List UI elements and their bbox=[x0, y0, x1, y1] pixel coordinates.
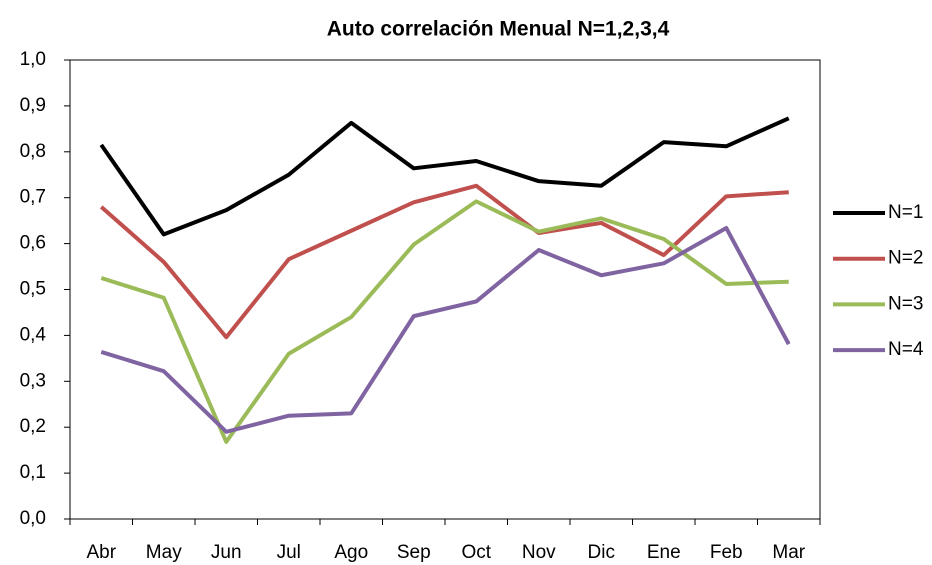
x-tick-label: May bbox=[146, 542, 182, 563]
legend-label: N=4 bbox=[888, 339, 924, 360]
series-line bbox=[100, 199, 789, 444]
y-tick-label: 0,4 bbox=[20, 324, 47, 345]
y-tick-label: 1,0 bbox=[20, 49, 46, 70]
x-tick-label: Ene bbox=[647, 542, 681, 563]
y-tick-label: 0,3 bbox=[20, 370, 46, 391]
x-tick-label: Dic bbox=[588, 542, 615, 563]
plot-area bbox=[69, 59, 821, 520]
x-tick-label: Jul bbox=[277, 542, 301, 563]
y-tick-label: 0,2 bbox=[20, 416, 46, 437]
legend-label: N=1 bbox=[888, 202, 923, 223]
legend-label: N=3 bbox=[888, 293, 923, 314]
y-tick-label: 0,0 bbox=[20, 508, 46, 529]
y-tick-label: 0,7 bbox=[20, 187, 46, 208]
y-tick-label: 0,9 bbox=[20, 95, 46, 116]
series-line bbox=[99, 116, 790, 237]
x-tick-label: Sep bbox=[397, 542, 431, 563]
y-tick-label: 0,8 bbox=[20, 141, 46, 162]
y-tick-label: 0,1 bbox=[20, 462, 46, 483]
y-tick-label: 0,6 bbox=[20, 233, 46, 254]
x-tick-label: Oct bbox=[461, 542, 491, 563]
x-tick-label: Feb bbox=[710, 542, 743, 563]
x-tick-label: Nov bbox=[522, 542, 556, 563]
x-tick-label: Ago bbox=[334, 542, 368, 563]
series-line bbox=[100, 225, 791, 434]
chart-title: Auto correlación Menual N=1,2,3,4 bbox=[327, 18, 670, 41]
series-line bbox=[99, 183, 789, 340]
legend-label: N=2 bbox=[888, 248, 923, 269]
y-tick-label: 0,5 bbox=[20, 279, 46, 300]
x-tick-label: Mar bbox=[772, 542, 805, 563]
x-tick-label: Abr bbox=[86, 542, 116, 563]
x-tick-label: Jun bbox=[211, 542, 242, 563]
